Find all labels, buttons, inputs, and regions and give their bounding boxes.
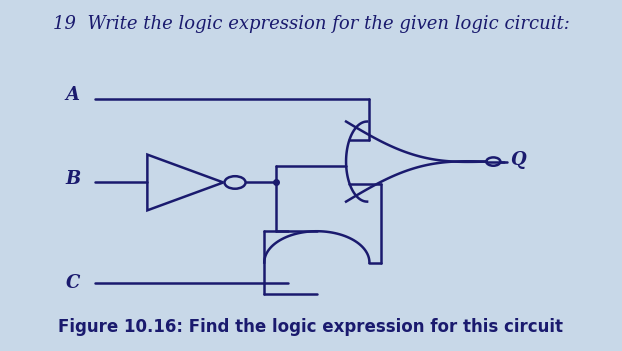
Text: 19  Write the logic expression for the given logic circuit:: 19 Write the logic expression for the gi… xyxy=(53,15,569,33)
Text: A: A xyxy=(65,86,80,104)
Text: Q: Q xyxy=(509,151,526,169)
Text: Figure 10.16: Find the logic expression for this circuit: Figure 10.16: Find the logic expression … xyxy=(58,318,564,336)
Text: C: C xyxy=(65,274,80,292)
Text: B: B xyxy=(65,170,81,188)
